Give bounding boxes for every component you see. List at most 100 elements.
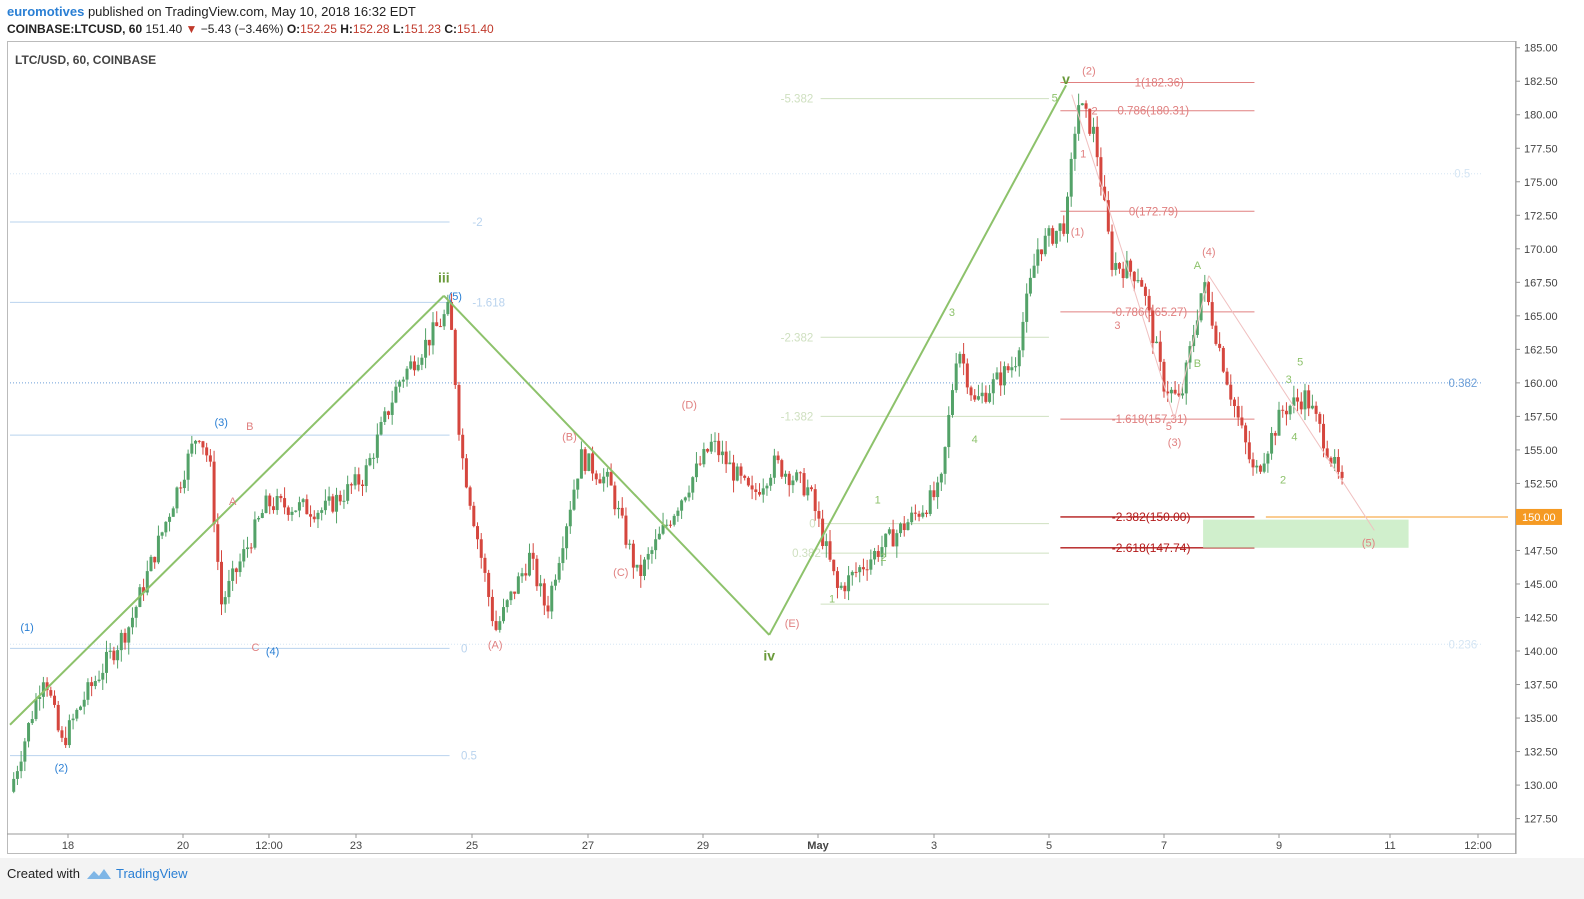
candle-body	[142, 587, 146, 593]
candle-body	[1054, 230, 1058, 244]
candle-body	[583, 449, 587, 471]
candle-body	[668, 524, 672, 526]
candle-body	[1077, 105, 1081, 134]
candle-body	[283, 498, 287, 508]
candle-body	[156, 535, 160, 563]
candle-body	[809, 487, 813, 490]
candle-body	[843, 585, 847, 592]
candle-body	[353, 474, 357, 486]
candle-body	[713, 440, 717, 442]
candle-body	[1069, 158, 1073, 197]
candle-body	[535, 558, 539, 587]
wave-label: 5	[1297, 356, 1303, 368]
candle-body	[546, 605, 550, 612]
candle-body	[86, 682, 90, 700]
candle-body	[93, 681, 97, 687]
candle-body	[112, 650, 116, 661]
candle-body	[253, 519, 257, 548]
wave-label: (5)	[449, 291, 462, 303]
candle-body	[372, 457, 376, 459]
candle-body	[531, 552, 535, 559]
candle-body	[168, 516, 172, 522]
candle-body	[342, 500, 346, 502]
candle-body	[895, 533, 899, 547]
x-tick-label: 5	[1046, 840, 1052, 852]
candle-body	[1184, 362, 1188, 394]
y-tick-label: 177.50	[1524, 143, 1558, 155]
y-tick-label: 170.00	[1524, 244, 1558, 256]
candle-body	[386, 411, 390, 415]
candle-body	[1058, 223, 1062, 231]
candle-body	[179, 487, 183, 489]
candle-body	[223, 597, 227, 605]
candle-body	[1136, 280, 1140, 282]
candle-body	[424, 339, 428, 358]
wave-label: 5	[1166, 421, 1172, 433]
candle-body	[64, 737, 68, 746]
candle-body	[657, 533, 661, 540]
wave-label: (3)	[1168, 437, 1181, 449]
candle-body	[1318, 413, 1322, 424]
candle-body	[227, 580, 231, 598]
y-tick-label: 157.50	[1524, 411, 1558, 423]
candle-body	[1225, 371, 1229, 385]
candle-body	[130, 617, 134, 628]
wave-label: B	[246, 421, 253, 433]
y-tick-label: 147.50	[1524, 545, 1558, 557]
candle-body	[613, 485, 617, 510]
candle-body	[268, 495, 272, 507]
candle-body	[1099, 157, 1103, 187]
candle-body	[576, 478, 580, 490]
candle-body	[1214, 325, 1218, 344]
candle-body	[854, 571, 858, 573]
wave-label: (4)	[266, 646, 279, 658]
candle-body	[839, 585, 843, 588]
candle-body	[331, 496, 335, 512]
candle-body	[379, 421, 383, 435]
candle-body	[97, 679, 101, 682]
candle-body	[1210, 302, 1214, 326]
candle-body	[1140, 280, 1144, 287]
candle-body	[1155, 341, 1159, 344]
candle-body	[212, 461, 216, 525]
fib-level-label: -1.382	[781, 411, 814, 423]
price-chart[interactable]: -2 -1.618 0 0.5 -5.382 -2.382 -1.382 0 0.382 0.5 0…	[0, 0, 1584, 858]
candle-body	[190, 443, 194, 454]
candle-body	[572, 489, 576, 510]
candle-body	[119, 632, 123, 651]
candle-body	[361, 484, 365, 486]
candle-body	[906, 522, 910, 531]
wave-label: (1)	[1071, 226, 1084, 238]
candle-body	[216, 524, 220, 562]
candle-body	[461, 434, 465, 459]
fib-level-label: -2.382	[781, 332, 814, 344]
x-tick-label: 20	[177, 840, 189, 852]
symbol-name: COINBASE:LTCUSD, 60	[7, 22, 143, 36]
candle-body	[286, 507, 290, 515]
candle-body	[1266, 453, 1270, 464]
candle-body	[969, 387, 973, 396]
tradingview-link[interactable]: TradingView	[116, 866, 188, 881]
candle-body	[1025, 293, 1029, 322]
candle-body	[1028, 277, 1032, 294]
candle-body	[965, 363, 969, 388]
candle-body	[483, 557, 487, 573]
candle-body	[1236, 406, 1240, 418]
elliott-wave-line	[768, 84, 1067, 636]
candle-body	[375, 434, 379, 458]
author-name[interactable]: euromotives	[7, 4, 85, 19]
candle-body	[1106, 200, 1110, 232]
fib-level-label: 0.5	[1454, 169, 1470, 181]
candle-body	[1273, 432, 1277, 436]
candle-body	[899, 523, 903, 534]
candle-body	[427, 339, 431, 346]
candle-body	[1006, 366, 1010, 371]
candle-body	[1169, 389, 1173, 394]
candle-body	[754, 489, 758, 492]
candle-body	[435, 322, 439, 327]
x-tick-label: 29	[697, 840, 709, 852]
candle-body	[750, 485, 754, 490]
candle-body	[450, 301, 454, 330]
candle-body	[706, 448, 710, 452]
fib-level-label: -2.382(150.00)	[1112, 510, 1191, 524]
